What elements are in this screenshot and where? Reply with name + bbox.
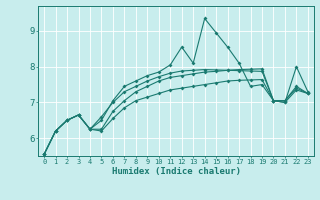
X-axis label: Humidex (Indice chaleur): Humidex (Indice chaleur)	[111, 167, 241, 176]
